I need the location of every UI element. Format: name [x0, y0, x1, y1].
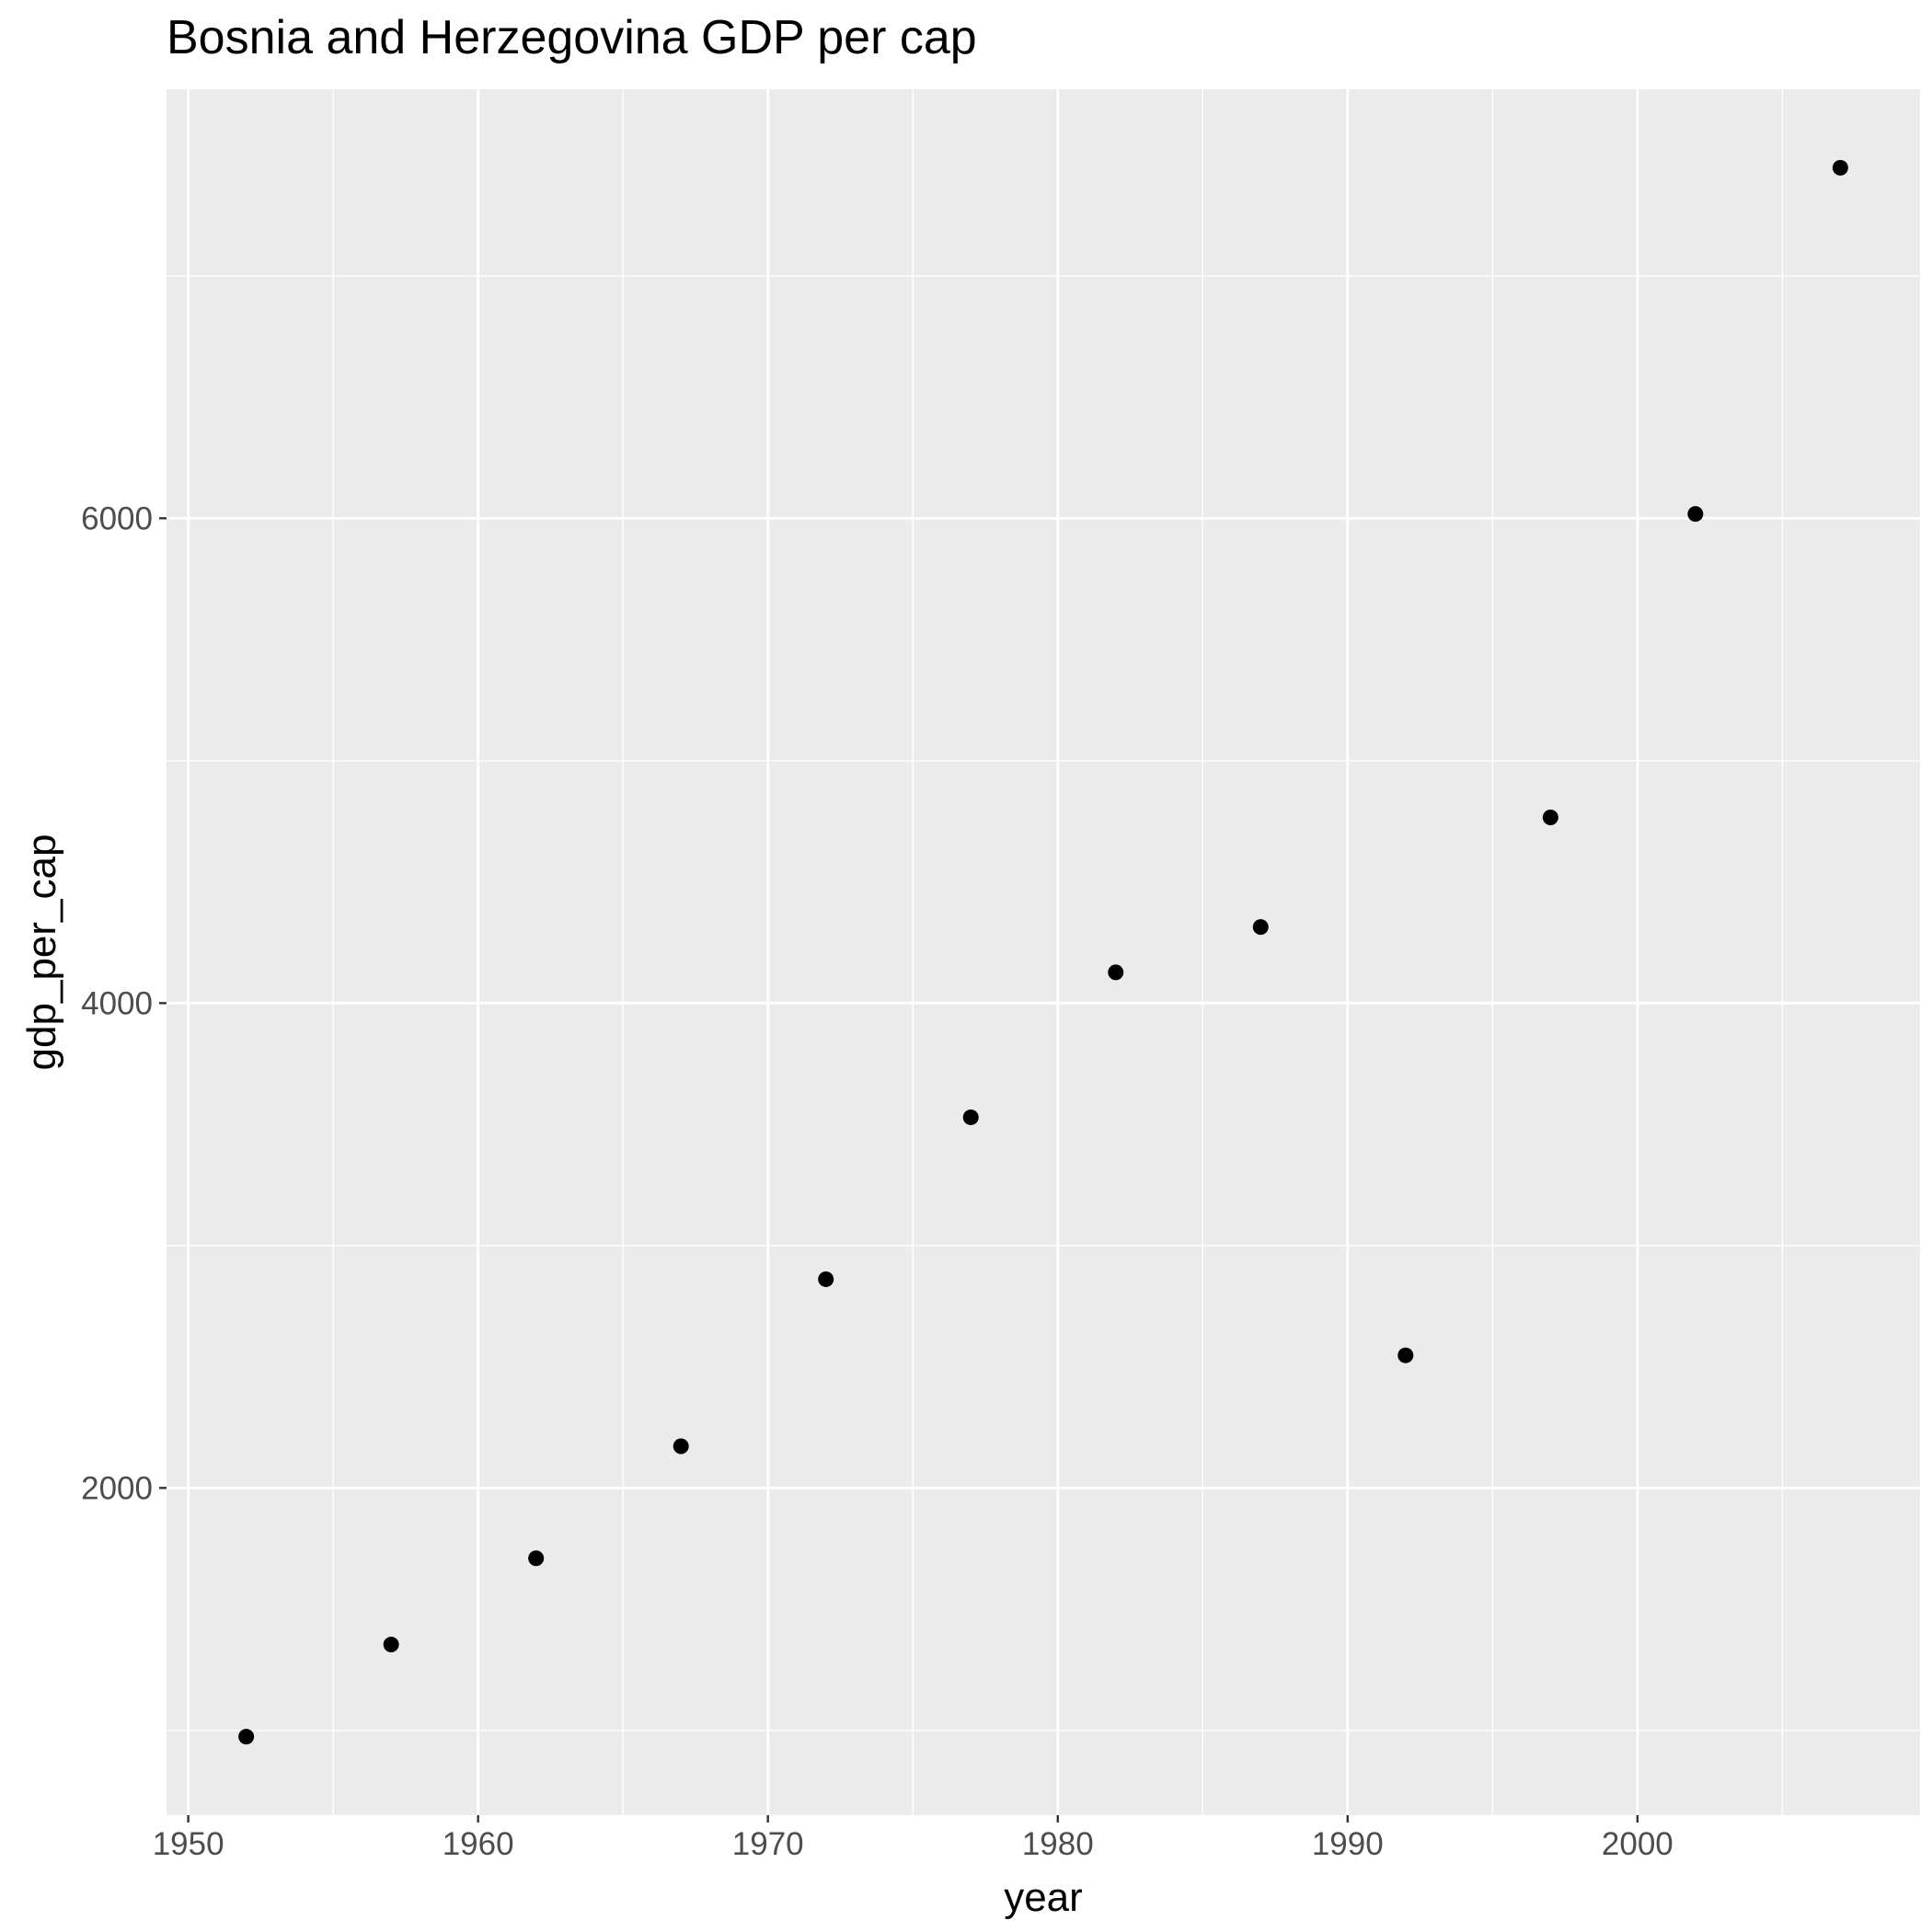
data-point — [528, 1550, 545, 1567]
y-tick-label: 2000 — [81, 1470, 153, 1506]
x-tick-label: 1950 — [153, 1826, 224, 1862]
minor-gridlines — [167, 89, 1920, 1815]
x-tick-label: 1990 — [1312, 1826, 1384, 1862]
x-tick-label: 1970 — [732, 1826, 804, 1862]
data-point — [1252, 919, 1269, 936]
x-tick-label: 1960 — [443, 1826, 514, 1862]
plot-panel — [167, 89, 1920, 1815]
y-tick-label: 4000 — [81, 985, 153, 1021]
data-point — [1397, 1347, 1414, 1363]
major-gridlines — [167, 89, 1920, 1815]
data-point — [1108, 964, 1124, 981]
chart-title: Bosnia and Herzegovina GDP per cap — [167, 11, 977, 64]
data-point — [818, 1271, 834, 1287]
data-point — [673, 1438, 689, 1455]
data-point — [383, 1637, 399, 1653]
data-point — [1542, 809, 1558, 825]
data-points — [238, 159, 1848, 1745]
x-tick-label: 1980 — [1022, 1826, 1094, 1862]
y-axis-title: gdp_per_cap — [19, 834, 64, 1071]
x-axis-ticks: 1950 1960 1970 1980 1990 2000 — [153, 1815, 1673, 1862]
y-tick-label: 6000 — [81, 500, 153, 536]
data-point — [238, 1729, 255, 1745]
data-point — [1687, 506, 1704, 523]
x-axis-title: year — [1004, 1875, 1083, 1920]
data-point — [1832, 159, 1848, 176]
y-axis-ticks: 2000 4000 6000 — [81, 500, 167, 1506]
data-point — [962, 1109, 979, 1125]
x-tick-label: 2000 — [1602, 1826, 1673, 1862]
